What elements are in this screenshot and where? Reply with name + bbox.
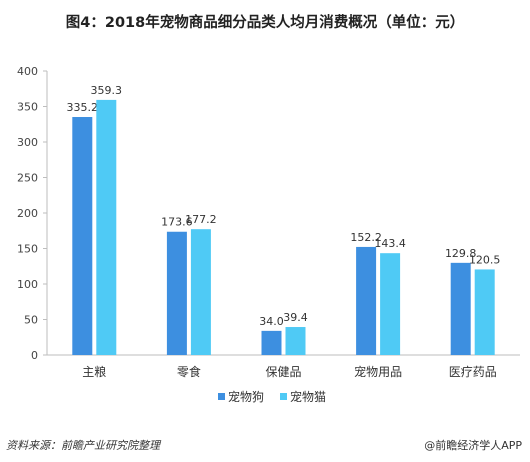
legend-label: 宠物狗 xyxy=(228,389,264,404)
data-label: 34.0 xyxy=(259,315,284,328)
x-tick-label: 保健品 xyxy=(265,365,301,379)
x-tick-label: 宠物用品 xyxy=(354,364,402,379)
y-tick-label: 400 xyxy=(17,65,38,78)
data-label: 120.5 xyxy=(469,253,501,266)
bar xyxy=(261,330,282,355)
bar xyxy=(474,269,495,355)
y-tick-label: 200 xyxy=(17,207,38,220)
source-note: 资料来源：前瞻产业研究院整理 xyxy=(6,439,160,452)
bar xyxy=(72,117,93,356)
chart-title: 图4：2018年宠物商品细分品类人均月消费概况（单位：元） xyxy=(65,15,465,31)
data-label: 177.2 xyxy=(185,213,217,226)
data-label: 335.2 xyxy=(67,101,99,114)
y-tick-label: 50 xyxy=(24,314,38,327)
data-label: 359.3 xyxy=(91,84,123,97)
y-tick-label: 250 xyxy=(17,172,38,185)
legend-swatch xyxy=(280,393,287,400)
data-label: 173.6 xyxy=(161,216,193,229)
data-label: 152.2 xyxy=(350,231,382,244)
data-label: 129.8 xyxy=(445,247,477,260)
bar xyxy=(96,99,117,355)
bar xyxy=(285,327,306,355)
bar xyxy=(190,229,211,355)
x-tick-label: 主粮 xyxy=(82,364,106,379)
y-tick-label: 0 xyxy=(31,349,38,362)
x-tick-label: 零食 xyxy=(177,364,201,379)
bar xyxy=(356,246,377,355)
data-label: 143.4 xyxy=(374,237,406,250)
y-tick-label: 150 xyxy=(17,243,38,256)
bar xyxy=(166,231,187,355)
bar xyxy=(450,262,471,355)
x-tick-label: 医疗药品 xyxy=(449,365,497,379)
legend-label: 宠物猫 xyxy=(290,389,326,404)
bar xyxy=(380,253,401,355)
y-tick-label: 100 xyxy=(17,278,38,291)
y-tick-label: 300 xyxy=(17,136,38,149)
data-label: 39.4 xyxy=(283,311,308,324)
y-tick-label: 350 xyxy=(17,101,38,114)
credit-note: @前瞻经济学人APP xyxy=(424,439,522,452)
legend-swatch xyxy=(218,393,225,400)
